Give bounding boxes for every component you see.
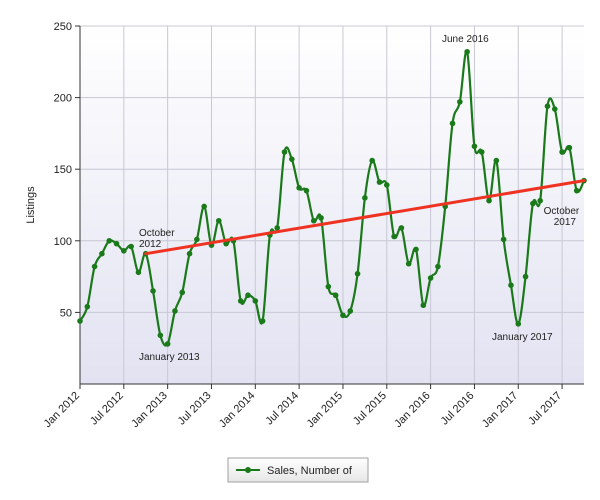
data-point-54 xyxy=(471,143,478,150)
annotation-january-2013: January 2013 xyxy=(139,352,200,363)
data-point-60 xyxy=(515,321,522,327)
trend-line xyxy=(144,179,586,256)
data-point-55 xyxy=(478,149,485,155)
axes xyxy=(79,26,584,385)
x-tick-label-0: Jan 2012 xyxy=(42,390,82,430)
data-point-29 xyxy=(289,156,295,162)
data-point-36 xyxy=(340,312,346,319)
data-point-11 xyxy=(157,332,164,339)
y-axis-title: Listings xyxy=(25,186,37,224)
x-tick-label-9: Jul 2016 xyxy=(439,390,477,428)
data-point-63 xyxy=(537,197,543,204)
data-point-42 xyxy=(383,182,390,188)
data-point-51 xyxy=(449,120,456,127)
x-tick-label-1: Jul 2012 xyxy=(88,390,126,428)
annotation-june-2016: June 2016 xyxy=(442,34,489,45)
data-point-52 xyxy=(457,99,463,105)
data-point-22 xyxy=(237,298,244,304)
data-point-19 xyxy=(215,217,222,224)
data-point-30 xyxy=(296,185,302,191)
x-tick-label-10: Jan 2017 xyxy=(480,390,520,430)
data-point-12 xyxy=(164,341,171,347)
data-point-23 xyxy=(245,292,251,299)
data-point-48 xyxy=(427,275,434,281)
data-point-10 xyxy=(150,288,156,294)
data-point-16 xyxy=(194,236,200,243)
data-point-0 xyxy=(77,318,83,324)
x-tick-label-2: Jan 2013 xyxy=(129,390,169,430)
data-point-67 xyxy=(566,144,573,151)
data-point-56 xyxy=(486,197,492,204)
x-axis-ticks: Jan 2012 Jul 2012 Jan 2013 Jul 2013 Jan 2014… xyxy=(42,384,564,430)
annotation-october-2017: October 2017 xyxy=(544,206,582,228)
data-point-64 xyxy=(544,103,551,109)
data-point-37 xyxy=(347,308,354,314)
data-point-4 xyxy=(106,238,113,244)
data-point-40 xyxy=(369,157,375,164)
data-point-66 xyxy=(559,149,565,155)
trend-layer xyxy=(144,179,586,256)
legend-series-swatch-marker xyxy=(245,467,251,473)
data-point-53 xyxy=(464,48,470,55)
x-tick-label-8: Jan 2016 xyxy=(392,390,432,430)
data-point-8 xyxy=(135,269,142,276)
data-point-2 xyxy=(91,263,98,270)
y-tick-label-1: 100 xyxy=(54,236,72,248)
legend-series-label: Sales, Number of xyxy=(267,465,353,477)
data-point-33 xyxy=(318,215,324,221)
data-point-39 xyxy=(362,195,368,201)
data-point-59 xyxy=(508,282,514,288)
data-point-15 xyxy=(186,250,193,257)
x-tick-label-3: Jul 2013 xyxy=(176,390,214,428)
data-point-44 xyxy=(398,225,405,231)
data-point-31 xyxy=(303,187,310,194)
data-point-7 xyxy=(128,243,134,250)
y-axis-ticks: 50 100 150 200 250 xyxy=(54,21,80,319)
data-point-1 xyxy=(84,303,91,310)
data-point-20 xyxy=(223,240,229,247)
annotation-january-2017: January 2017 xyxy=(492,332,553,343)
annotation-october-2012: October 2012 xyxy=(139,228,177,250)
series-layer xyxy=(77,48,587,347)
data-point-65 xyxy=(551,106,558,112)
data-point-47 xyxy=(420,302,427,309)
data-point-32 xyxy=(310,217,317,224)
data-point-45 xyxy=(405,260,412,267)
data-point-24 xyxy=(252,298,259,304)
y-tick-label-2: 150 xyxy=(54,164,72,176)
x-tick-label-5: Jul 2014 xyxy=(263,390,301,428)
data-point-5 xyxy=(113,240,120,247)
data-point-14 xyxy=(179,289,186,296)
data-point-6 xyxy=(121,248,127,254)
y-tick-label-3: 200 xyxy=(54,93,72,105)
x-tick-label-11: Jul 2017 xyxy=(526,390,564,428)
legend[interactable]: Sales, Number of xyxy=(227,457,369,483)
x-tick-label-7: Jul 2015 xyxy=(351,390,389,428)
data-point-41 xyxy=(376,179,383,185)
data-point-28 xyxy=(281,149,288,155)
data-point-68 xyxy=(573,187,580,194)
data-point-34 xyxy=(325,283,332,290)
y-tick-label-4: 250 xyxy=(54,21,72,33)
data-point-25 xyxy=(259,318,266,324)
y-tick-label-0: 50 xyxy=(60,307,72,319)
data-point-46 xyxy=(413,246,419,253)
x-tick-label-6: Jan 2015 xyxy=(305,390,345,430)
annotations: October 2012 January 2013 June 2016 Janu… xyxy=(139,34,582,363)
data-point-17 xyxy=(201,203,207,210)
plot-area xyxy=(80,26,584,384)
data-point-27 xyxy=(274,225,281,231)
x-tick-label-4: Jan 2014 xyxy=(217,390,257,430)
data-point-3 xyxy=(99,250,105,257)
data-point-35 xyxy=(332,292,339,299)
data-point-38 xyxy=(354,270,361,277)
data-point-49 xyxy=(435,263,441,270)
data-point-57 xyxy=(493,157,500,164)
data-point-62 xyxy=(530,200,536,207)
data-point-61 xyxy=(522,273,529,280)
data-point-13 xyxy=(172,308,178,314)
data-point-58 xyxy=(500,236,507,243)
data-point-43 xyxy=(391,233,397,240)
